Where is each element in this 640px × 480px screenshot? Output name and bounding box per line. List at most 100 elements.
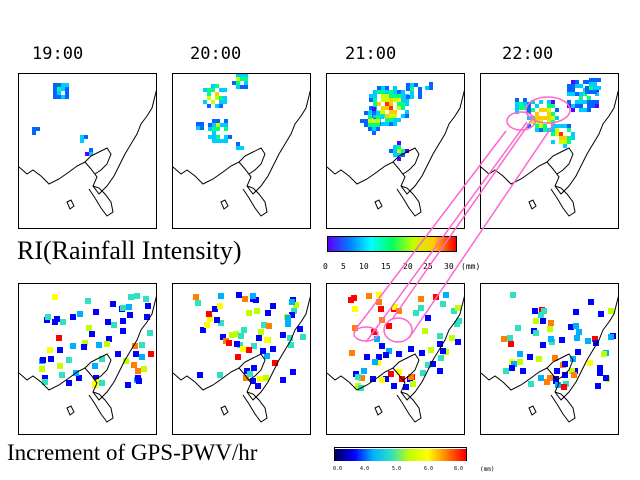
rain-cell xyxy=(211,88,215,92)
rain-cell xyxy=(381,90,385,94)
rain-cell xyxy=(236,85,240,89)
gps-station xyxy=(193,294,199,300)
rain-cell xyxy=(397,141,401,145)
gps-station xyxy=(595,383,601,389)
colorbar-segment xyxy=(411,449,415,461)
rain-cell xyxy=(368,119,372,123)
rain-cell xyxy=(372,131,376,135)
ri-tick-30: 30 xyxy=(444,262,454,271)
gps-station xyxy=(266,323,272,329)
gps-station xyxy=(288,342,294,348)
rain-cell xyxy=(372,119,376,123)
time-label-2100: 21:00 xyxy=(345,44,397,64)
rain-cell xyxy=(583,80,587,84)
gps-station xyxy=(139,342,145,348)
gps-station xyxy=(250,293,256,299)
rain-cell xyxy=(531,108,535,112)
rain-cell xyxy=(57,91,61,95)
gps-station xyxy=(134,293,140,299)
coastline-segment xyxy=(84,353,112,381)
colorbar-segment xyxy=(415,449,419,461)
rain-cell xyxy=(571,88,575,92)
rain-cell xyxy=(547,108,551,112)
rain-cell xyxy=(515,102,519,106)
rain-cell xyxy=(377,86,381,90)
colorbar-segment xyxy=(332,237,335,251)
gps-station xyxy=(287,335,293,341)
rain-cell xyxy=(236,74,240,77)
gps-station xyxy=(120,328,126,334)
rain-cell xyxy=(240,146,244,150)
gps-station xyxy=(418,305,424,311)
rain-cell xyxy=(523,102,527,106)
rain-cell xyxy=(240,74,244,77)
coastline-segment xyxy=(392,353,420,381)
colorbar-segment xyxy=(400,449,404,461)
rain-cell xyxy=(200,122,204,126)
gps-station xyxy=(425,315,431,321)
rain-cell xyxy=(523,106,527,110)
rain-cell xyxy=(236,81,240,85)
gps-station xyxy=(420,370,426,376)
rain-cell xyxy=(571,80,575,84)
coastline-segment xyxy=(550,391,576,423)
gps-station xyxy=(601,351,607,357)
rain-cell xyxy=(589,82,593,86)
gps-station xyxy=(93,309,99,315)
gps-station xyxy=(372,359,378,365)
rain-cell xyxy=(531,116,535,120)
rain-cell xyxy=(567,100,571,104)
rain-cell xyxy=(535,112,539,116)
rain-cell xyxy=(389,122,393,126)
gps-station xyxy=(293,302,299,308)
gps-station xyxy=(376,354,382,360)
rain-cell xyxy=(236,77,240,81)
rain-cell xyxy=(397,98,401,102)
rain-cell xyxy=(65,95,69,99)
rain-cell xyxy=(410,87,414,91)
rain-cell xyxy=(208,127,212,131)
gps-station xyxy=(59,372,65,378)
rain-cell xyxy=(401,149,405,153)
colorbar-segment xyxy=(417,449,421,461)
rain-cell xyxy=(216,119,220,123)
gps-station xyxy=(352,306,358,312)
rain-cell xyxy=(393,122,397,126)
gps-station xyxy=(131,362,137,368)
gps-station xyxy=(517,359,523,365)
gps-station xyxy=(143,296,149,302)
rain-cell xyxy=(376,115,380,119)
gps-station xyxy=(42,375,48,381)
colorbar-segment xyxy=(336,237,340,251)
rain-cell xyxy=(593,86,597,90)
gps-station xyxy=(104,341,110,347)
rain-cell xyxy=(410,95,414,99)
rain-cell xyxy=(53,83,57,87)
rain-cell xyxy=(551,104,555,108)
rain-cell xyxy=(425,86,429,90)
gps-station xyxy=(562,372,568,378)
coastline-segment xyxy=(481,295,618,401)
gps-station xyxy=(597,370,603,376)
gps-station xyxy=(554,368,560,374)
gps-station xyxy=(40,357,46,363)
gps-station xyxy=(515,325,521,331)
gps-station xyxy=(573,309,579,315)
gps-station xyxy=(548,320,554,326)
gps-station xyxy=(272,360,278,366)
rain-cell xyxy=(579,104,583,108)
rain-cell xyxy=(216,127,220,131)
rain-cell xyxy=(397,90,401,94)
rain-cell xyxy=(429,86,433,90)
rain-cell xyxy=(385,114,389,118)
gps-station xyxy=(214,317,220,323)
rain-cell xyxy=(244,77,248,81)
gps-station xyxy=(528,381,534,387)
coastline-segment xyxy=(220,199,229,210)
gps-station xyxy=(364,354,370,360)
colorbar-segment xyxy=(426,449,430,461)
rain-cell xyxy=(377,90,381,94)
gps-station xyxy=(433,294,439,300)
gps-station xyxy=(443,292,449,298)
colorbar-segment xyxy=(335,449,338,461)
